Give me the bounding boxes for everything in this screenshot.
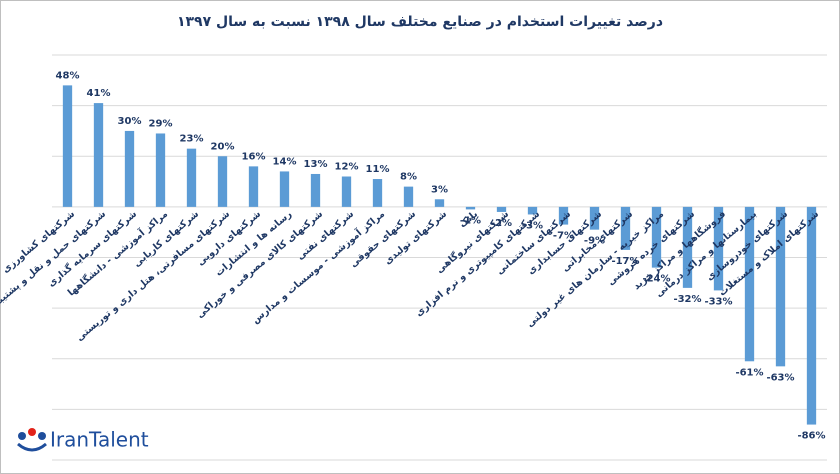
bar bbox=[651, 206, 662, 268]
logo-dot bbox=[18, 432, 26, 440]
data-label: -17% bbox=[611, 256, 639, 267]
bar bbox=[682, 206, 693, 288]
bar bbox=[279, 171, 290, 207]
data-label: -86% bbox=[797, 431, 825, 442]
bar bbox=[186, 148, 197, 207]
brand: IranTalent bbox=[50, 428, 149, 452]
data-label: 16% bbox=[242, 151, 266, 162]
data-label: -7% bbox=[553, 231, 574, 242]
bar bbox=[465, 206, 476, 210]
data-label: 12% bbox=[335, 162, 359, 173]
bar bbox=[124, 130, 135, 207]
data-label: -24% bbox=[642, 274, 670, 285]
logo-dot bbox=[28, 428, 36, 436]
bar bbox=[713, 206, 724, 291]
bar bbox=[496, 206, 507, 212]
bar bbox=[155, 133, 166, 207]
bar bbox=[434, 199, 445, 207]
data-label: -61% bbox=[735, 367, 763, 378]
bar bbox=[558, 206, 569, 225]
bar bbox=[310, 173, 321, 207]
bar bbox=[341, 176, 352, 207]
chart-title: درصد تغییرات استخدام در صنایع مختلف سال … bbox=[177, 14, 663, 30]
data-label: -33% bbox=[704, 296, 732, 307]
data-label: 14% bbox=[273, 156, 297, 167]
bar bbox=[744, 206, 755, 362]
data-label: -63% bbox=[766, 372, 794, 383]
data-label: 8% bbox=[400, 172, 417, 183]
data-label: 41% bbox=[87, 88, 111, 99]
data-label: -2% bbox=[491, 218, 512, 229]
logo: IranTalent bbox=[17, 428, 149, 452]
data-label: 11% bbox=[366, 164, 390, 175]
bar bbox=[589, 206, 600, 230]
bar bbox=[403, 186, 414, 207]
bar bbox=[620, 206, 631, 250]
data-label: 30% bbox=[118, 116, 142, 127]
data-label: 20% bbox=[211, 141, 235, 152]
data-label: 29% bbox=[149, 118, 173, 129]
bar bbox=[806, 206, 817, 425]
data-label: 23% bbox=[180, 134, 204, 145]
bar bbox=[248, 166, 259, 207]
bar bbox=[217, 156, 228, 207]
data-label: 13% bbox=[304, 159, 328, 170]
logo-swoosh bbox=[17, 442, 47, 452]
data-label: -32% bbox=[673, 294, 701, 305]
bar bbox=[775, 206, 786, 367]
data-label: 3% bbox=[431, 184, 448, 195]
logo-dot bbox=[38, 432, 46, 440]
bar bbox=[93, 103, 104, 207]
data-label: -1% bbox=[460, 215, 481, 226]
bar bbox=[62, 85, 73, 207]
bar bbox=[527, 206, 538, 215]
data-label: -3% bbox=[522, 220, 543, 231]
data-label: 48% bbox=[56, 70, 80, 81]
bar bbox=[372, 179, 383, 207]
data-label: -9% bbox=[584, 236, 605, 247]
